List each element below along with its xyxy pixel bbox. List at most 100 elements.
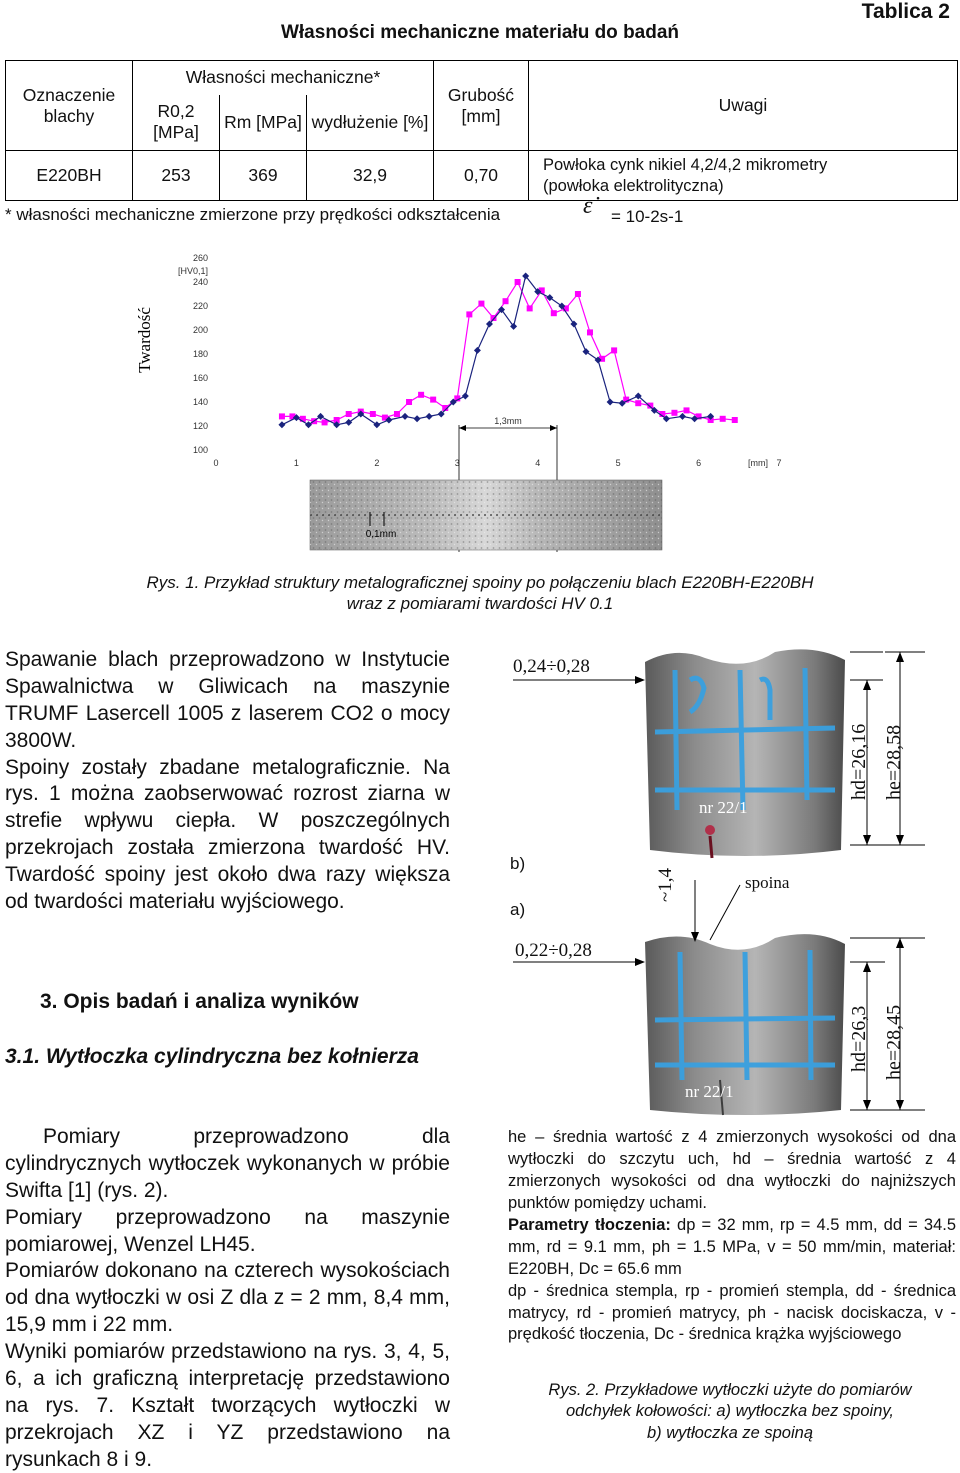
data-point (357, 410, 365, 418)
micrograph-scale-bar: 0,1mm (366, 512, 397, 540)
weld-label: spoina (745, 873, 790, 892)
cell-wydluzenie: 32,9 (306, 150, 434, 201)
data-point (650, 406, 658, 414)
data-point (461, 392, 469, 400)
data-point (333, 417, 340, 423)
figure2-caption: Rys. 2. Przykładowe wytłoczki użyte do p… (505, 1380, 955, 1444)
left-column-text: Spawanie blach przeprowadzono w Instytuc… (5, 647, 450, 916)
y-tick-label: 140 (193, 397, 208, 407)
x-tick-label: 6 (696, 458, 701, 468)
data-point (385, 416, 393, 424)
epsilon-dot-symbol: ε̇ (583, 193, 593, 219)
figure2-caption-line1: Rys. 2. Przykładowe wytłoczki użyte do p… (548, 1381, 912, 1399)
right-column-text: he – średnia wartość z 4 zmierzonych wys… (508, 1127, 956, 1346)
y-tick-label: 120 (193, 421, 208, 431)
header-rm: Rm [MPa] (219, 94, 307, 151)
data-point (478, 300, 485, 307)
section-heading-3: 3. Opis badań i analiza wyników (40, 990, 359, 1013)
data-point (292, 414, 300, 422)
y-tick-label: 200 (193, 325, 208, 335)
header-uwagi: Uwagi (528, 60, 958, 151)
parameters-values: dp = 32 mm, rp = 4.5 mm, dd = 34.5 mm, r… (508, 1215, 957, 1278)
paragraph-results: Wyniki pomiarów przedstawiono na rys. 3,… (5, 1340, 450, 1471)
figure2-caption-line2: odchyłek kołowości: a) wytłoczka bez spo… (565, 1402, 894, 1421)
data-point (304, 421, 312, 429)
data-point (562, 305, 569, 312)
cup-photos: 0,24÷0,28 b) a) 0,22÷0,28 spoina ~1,4 nr… (505, 640, 955, 1120)
data-point (707, 412, 715, 420)
data-point (662, 415, 670, 423)
y-tick-label: 160 (193, 373, 208, 383)
bottom-hd-label: hd=26,3 (848, 1005, 870, 1072)
cell-r02: 253 (132, 150, 220, 201)
data-point (413, 415, 421, 423)
figure2-caption-line3: b) wytłoczka ze spoiną (647, 1423, 813, 1442)
scale-label: 0,1mm (366, 529, 397, 540)
y-tick-label: 100 (193, 445, 208, 455)
data-point (498, 306, 506, 314)
data-point (546, 294, 554, 302)
data-point (659, 411, 666, 417)
y-tick-label: 260 (193, 253, 208, 263)
header-wydluzenie: wydłużenie [%] (306, 94, 434, 151)
chart-ylabel: Twardość (135, 307, 154, 373)
data-point (485, 320, 493, 328)
cell-uwagi: Powłoka cynk nikiel 4,2/4,2 mikrometry (… (528, 150, 958, 201)
table-title: Własności mechaniczne materiału do badań (280, 22, 680, 43)
data-point (514, 279, 521, 285)
data-point (691, 415, 699, 423)
mechanical-properties-table: Oznaczenie blachy Własności mechaniczne*… (5, 60, 958, 201)
top-thickness-label: 0,24÷0,28 (513, 656, 590, 677)
label-b: b) (510, 854, 526, 873)
data-point (678, 412, 686, 420)
data-point (586, 329, 593, 336)
hardness-chart: Twardość [HV0,1] [mm] 260240220200180160… (135, 253, 782, 552)
data-point (538, 287, 545, 294)
footnote-rate: = 10-2s-1 (611, 207, 684, 226)
x-tick-label: 1 (294, 458, 299, 468)
data-point (534, 288, 542, 296)
data-point (442, 405, 449, 411)
weld-width-label: 1,3mm (494, 416, 522, 426)
data-point (550, 310, 557, 317)
cell-name: E220BH (5, 150, 133, 201)
chart-yunit: [HV0,1] (178, 266, 208, 276)
data-point (671, 409, 678, 416)
paragraph-parameters: Parametry tłoczenia: dp = 32 mm, rp = 4.… (508, 1215, 956, 1281)
series-line (281, 274, 711, 426)
data-point (418, 391, 425, 398)
top-sample-number: nr 22/1 (699, 798, 748, 817)
approx-thickness-label: ~1,4 (655, 867, 676, 902)
data-point (502, 298, 509, 305)
data-point (381, 414, 388, 421)
chart-xunit: [mm] (748, 458, 768, 468)
paragraph-wenzel: Pomiary przeprowadzono na maszynie pomia… (5, 1205, 450, 1256)
data-point (289, 413, 296, 420)
data-point (731, 417, 738, 423)
data-point (333, 421, 341, 429)
data-point (522, 272, 530, 280)
data-point (707, 417, 714, 423)
data-point (558, 302, 566, 310)
cell-rm: 369 (219, 150, 307, 201)
data-point (321, 419, 328, 426)
x-tick-label: 5 (616, 458, 621, 468)
header-wlasnosci: Własności mechaniczne* (132, 60, 434, 95)
parameters-label: Parametry tłoczenia: (508, 1215, 671, 1234)
cup-without-weld-photo (513, 880, 925, 1116)
data-point (618, 399, 626, 407)
x-tick-label: 7 (776, 458, 781, 468)
data-point (510, 322, 518, 330)
data-point (345, 418, 353, 426)
data-point (345, 411, 352, 417)
bottom-thickness-label: 0,22÷0,28 (515, 940, 592, 961)
data-point (635, 400, 642, 407)
data-point (634, 392, 642, 400)
paragraph-welding: Spawanie blach przeprowadzono w Instytuc… (5, 648, 450, 752)
data-point (526, 305, 533, 312)
data-point (599, 355, 606, 362)
data-point (299, 415, 306, 422)
data-point (719, 415, 726, 422)
data-point (695, 413, 702, 420)
header-r02: R0,2 [MPa] (132, 94, 220, 151)
